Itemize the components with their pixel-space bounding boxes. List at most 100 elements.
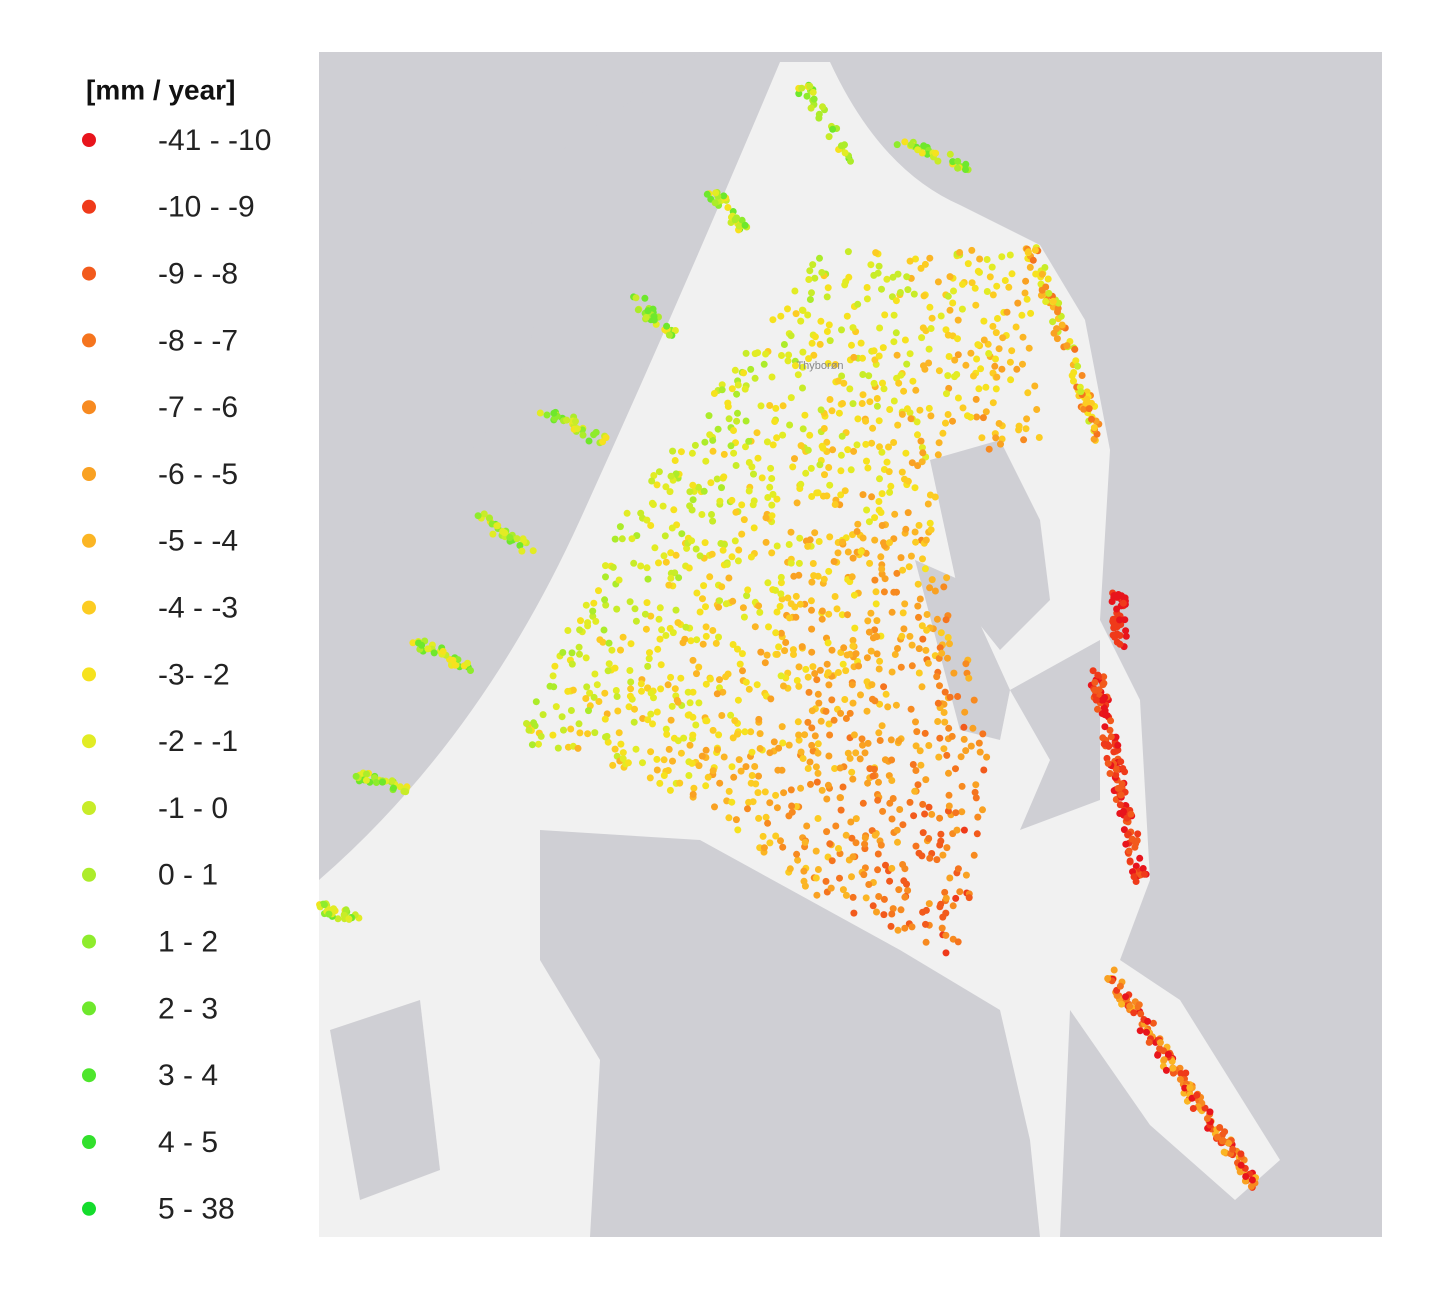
point — [943, 574, 951, 582]
point — [706, 573, 714, 581]
point — [609, 761, 617, 769]
point — [799, 348, 807, 356]
point — [834, 549, 842, 557]
point — [1003, 308, 1011, 316]
point — [1104, 975, 1112, 982]
point — [320, 901, 328, 909]
point — [868, 439, 876, 447]
point — [876, 737, 884, 744]
point — [976, 748, 984, 756]
point — [925, 835, 933, 842]
point — [898, 632, 906, 640]
point — [922, 920, 929, 928]
point — [768, 501, 776, 509]
point — [1035, 434, 1043, 441]
point — [875, 498, 883, 505]
point — [964, 260, 972, 268]
point — [904, 509, 912, 517]
point — [1053, 335, 1061, 343]
point — [912, 767, 920, 774]
point — [613, 693, 621, 700]
point — [794, 856, 802, 864]
point — [824, 284, 832, 292]
point — [733, 390, 741, 398]
point — [808, 707, 816, 715]
point — [653, 481, 661, 489]
point — [958, 305, 966, 313]
point — [849, 324, 857, 332]
point — [648, 477, 656, 485]
point — [750, 497, 758, 505]
point — [776, 602, 784, 610]
point — [839, 660, 847, 668]
point — [1083, 395, 1091, 403]
point — [925, 742, 933, 749]
point — [801, 731, 809, 739]
point — [887, 922, 895, 930]
point — [1025, 344, 1033, 352]
point — [713, 690, 721, 698]
point — [961, 708, 969, 716]
point — [720, 473, 728, 481]
point — [627, 678, 635, 686]
point — [894, 270, 902, 278]
point — [818, 269, 826, 276]
point — [906, 632, 914, 640]
point — [920, 292, 928, 300]
point — [951, 356, 959, 364]
point — [840, 379, 848, 387]
point — [637, 562, 645, 570]
point — [734, 409, 741, 417]
point — [595, 587, 602, 595]
point — [768, 549, 776, 557]
point — [922, 536, 930, 544]
point — [625, 703, 633, 711]
point — [390, 784, 397, 792]
point — [1113, 765, 1121, 773]
point — [825, 567, 833, 575]
point — [1101, 723, 1109, 731]
point — [854, 415, 862, 423]
point — [808, 578, 816, 586]
point — [1219, 1137, 1227, 1144]
point — [632, 617, 640, 625]
point — [615, 576, 623, 584]
point — [569, 686, 577, 694]
point — [777, 672, 785, 680]
point — [595, 698, 603, 705]
point — [731, 717, 739, 725]
point — [645, 655, 653, 663]
point — [748, 463, 756, 471]
point — [688, 449, 696, 457]
point — [825, 681, 833, 689]
point — [1122, 627, 1130, 635]
point — [789, 463, 797, 471]
point — [824, 669, 832, 677]
point — [613, 605, 621, 613]
point — [792, 613, 800, 621]
legend-label: 2 - 3 — [158, 992, 218, 1025]
point — [628, 535, 636, 543]
point — [755, 772, 762, 780]
point — [734, 826, 742, 834]
point — [560, 726, 567, 734]
point — [1116, 982, 1124, 990]
point — [896, 806, 904, 813]
point — [855, 662, 863, 670]
point — [709, 517, 717, 525]
point — [725, 415, 733, 423]
point — [812, 847, 820, 855]
point — [756, 745, 764, 752]
point — [1193, 1091, 1201, 1099]
point — [761, 659, 769, 667]
point — [551, 662, 559, 670]
point — [878, 490, 886, 498]
point — [823, 328, 831, 335]
point — [826, 396, 834, 403]
point — [773, 542, 781, 550]
point — [889, 273, 897, 281]
point — [584, 622, 592, 630]
point — [698, 752, 706, 760]
point — [823, 660, 831, 668]
point — [769, 490, 777, 498]
